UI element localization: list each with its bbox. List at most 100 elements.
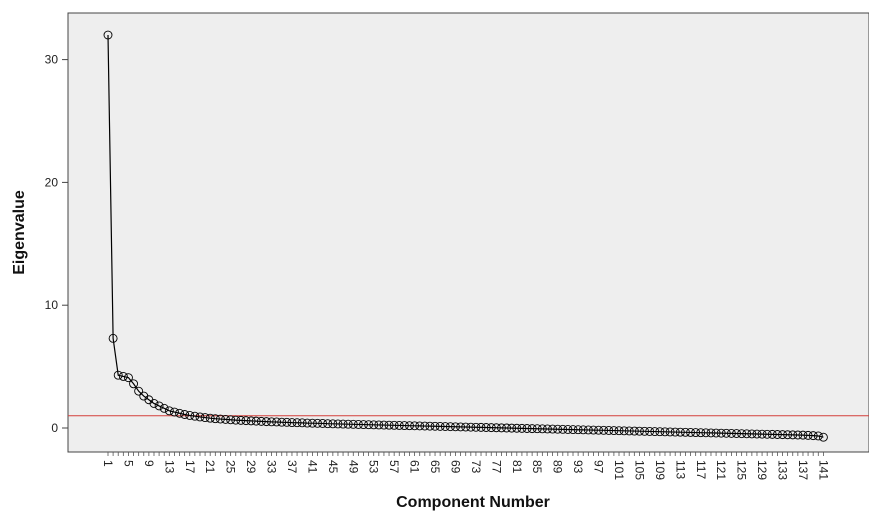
x-tick-label: 9 <box>142 460 156 467</box>
data-point <box>783 430 793 440</box>
data-point <box>302 418 312 428</box>
data-point <box>813 431 823 441</box>
x-tick-label: 61 <box>408 460 422 474</box>
data-point <box>476 422 486 432</box>
data-point <box>691 428 701 437</box>
data-point <box>297 418 307 428</box>
data-point <box>134 386 144 396</box>
data-point <box>287 418 297 428</box>
data-point <box>706 428 716 438</box>
x-tick-label: 33 <box>265 460 279 474</box>
x-tick-label: 45 <box>326 460 340 474</box>
y-axis-title: Eigenvalue <box>11 190 28 275</box>
x-tick-label: 141 <box>816 460 830 480</box>
data-point <box>589 425 598 435</box>
data-point <box>573 425 583 435</box>
data-point <box>399 421 409 430</box>
data-point <box>267 417 276 427</box>
data-point <box>558 424 568 434</box>
x-tick-label: 65 <box>428 460 442 474</box>
data-point <box>599 425 609 435</box>
data-point <box>767 429 777 439</box>
data-point <box>256 416 266 426</box>
data-point <box>384 420 394 430</box>
y-tick-label: 10 <box>45 298 59 312</box>
data-point <box>660 427 670 437</box>
data-point <box>190 411 200 421</box>
data-point <box>568 425 578 435</box>
x-tick-label: 17 <box>183 460 197 474</box>
x-tick-label: 49 <box>346 460 360 474</box>
x-tick-label: 13 <box>162 460 176 474</box>
data-point <box>425 421 435 431</box>
x-tick-label: 81 <box>510 460 524 474</box>
data-point <box>180 410 190 419</box>
data-point <box>803 430 813 440</box>
plot-area <box>67 12 869 453</box>
data-point <box>604 426 614 435</box>
data-point <box>292 418 302 428</box>
y-tick-label: 20 <box>45 175 59 189</box>
data-point <box>353 419 363 429</box>
data-point <box>415 421 425 431</box>
x-tick-label: 73 <box>469 460 483 474</box>
data-point <box>507 423 517 433</box>
x-tick-label: 137 <box>796 460 810 480</box>
data-point <box>808 431 818 441</box>
data-point <box>578 425 588 435</box>
data-point <box>517 423 527 433</box>
data-point <box>532 424 542 434</box>
data-point <box>185 411 195 420</box>
data-point <box>241 416 251 426</box>
data-point <box>497 423 506 433</box>
data-point <box>548 424 558 434</box>
data-point <box>282 417 292 427</box>
y-tick-label: 0 <box>51 421 58 435</box>
x-tick-label: 129 <box>755 460 769 480</box>
data-point <box>752 429 762 439</box>
data-point <box>338 419 348 429</box>
data-point <box>721 428 731 438</box>
data-point <box>205 413 215 423</box>
data-point <box>640 426 649 436</box>
data-point <box>456 422 466 432</box>
data-point <box>594 425 604 435</box>
x-tick-label: 57 <box>387 460 401 474</box>
data-point <box>624 426 634 436</box>
y-tick-label: 30 <box>45 53 59 67</box>
x-tick-label: 1 <box>101 460 115 467</box>
x-tick-label: 41 <box>305 460 319 474</box>
data-point <box>103 30 113 40</box>
data-point <box>670 427 680 437</box>
data-point <box>364 420 374 430</box>
data-point <box>221 414 230 424</box>
data-point <box>522 424 532 433</box>
data-point <box>318 419 328 428</box>
data-point <box>231 415 241 425</box>
x-tick-label: 109 <box>653 460 667 480</box>
data-point <box>195 412 205 422</box>
data-point <box>527 424 537 434</box>
data-point <box>680 427 690 437</box>
data-point <box>328 419 338 429</box>
data-point <box>307 418 317 428</box>
x-tick-label: 133 <box>776 460 790 480</box>
data-point <box>737 429 747 439</box>
x-tick-label: 25 <box>224 460 238 474</box>
data-point <box>251 416 261 426</box>
data-point <box>563 425 573 434</box>
data-point <box>374 420 384 430</box>
data-point <box>553 424 563 434</box>
data-point <box>778 430 787 440</box>
data-point <box>481 423 491 432</box>
data-point <box>226 415 236 425</box>
data-point <box>512 423 522 433</box>
data-point <box>757 429 767 439</box>
x-tick-label: 93 <box>571 460 585 474</box>
data-point <box>818 432 828 442</box>
data-point <box>798 430 808 440</box>
x-tick-label: 89 <box>551 460 565 474</box>
data-point <box>333 419 343 429</box>
data-point <box>772 430 782 439</box>
